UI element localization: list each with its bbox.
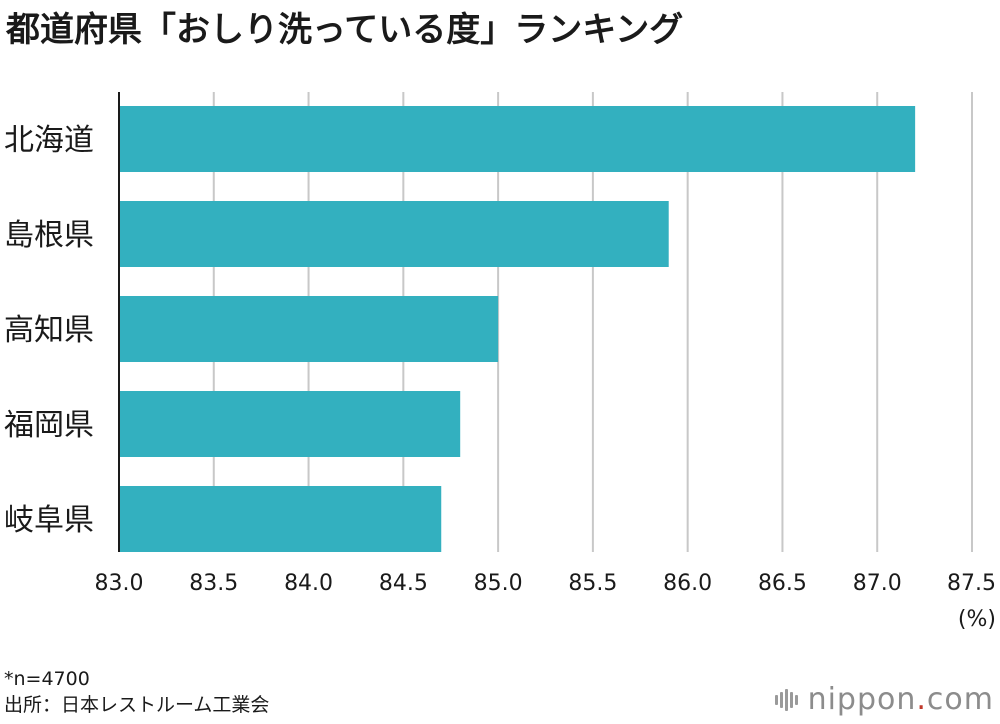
brand-name: nippon [807,682,917,717]
category-label: 北海道 [4,123,94,158]
x-tick-label: 84.5 [379,571,428,596]
chart-title: 都道府県「おしり洗っている度」ランキング [6,10,684,50]
category-label: 岐阜県 [4,503,94,538]
brand-logo: nippon. com [774,682,994,717]
x-unit-label: (%) [958,607,996,632]
category-label: 福岡県 [4,408,94,443]
sample-size-note: *n=4700 [4,668,90,690]
x-tick-label: 83.5 [189,571,238,596]
bar [119,296,499,362]
brand-tld: com [926,682,994,717]
bar [119,201,669,267]
x-tick-label: 84.0 [284,571,333,596]
x-tick-label: 87.5 [947,571,996,596]
logo-bars-icon [774,688,800,711]
category-label: 島根県 [4,218,94,253]
x-tick-label: 85.5 [568,571,617,596]
x-tick-label: 85.0 [474,571,523,596]
source-note: 出所：日本レストルーム工業会 [4,694,270,716]
x-tick-label: 86.5 [758,571,807,596]
brand-dot: . [916,682,927,717]
category-label: 高知県 [4,313,94,348]
bar [119,486,442,552]
footnote: *n=4700 出所：日本レストルーム工業会 [4,666,269,718]
x-tick-label: 87.0 [853,571,902,596]
bar [119,106,916,172]
x-tick-label: 86.0 [663,571,712,596]
bar [119,391,461,457]
x-tick-label: 83.0 [95,571,144,596]
